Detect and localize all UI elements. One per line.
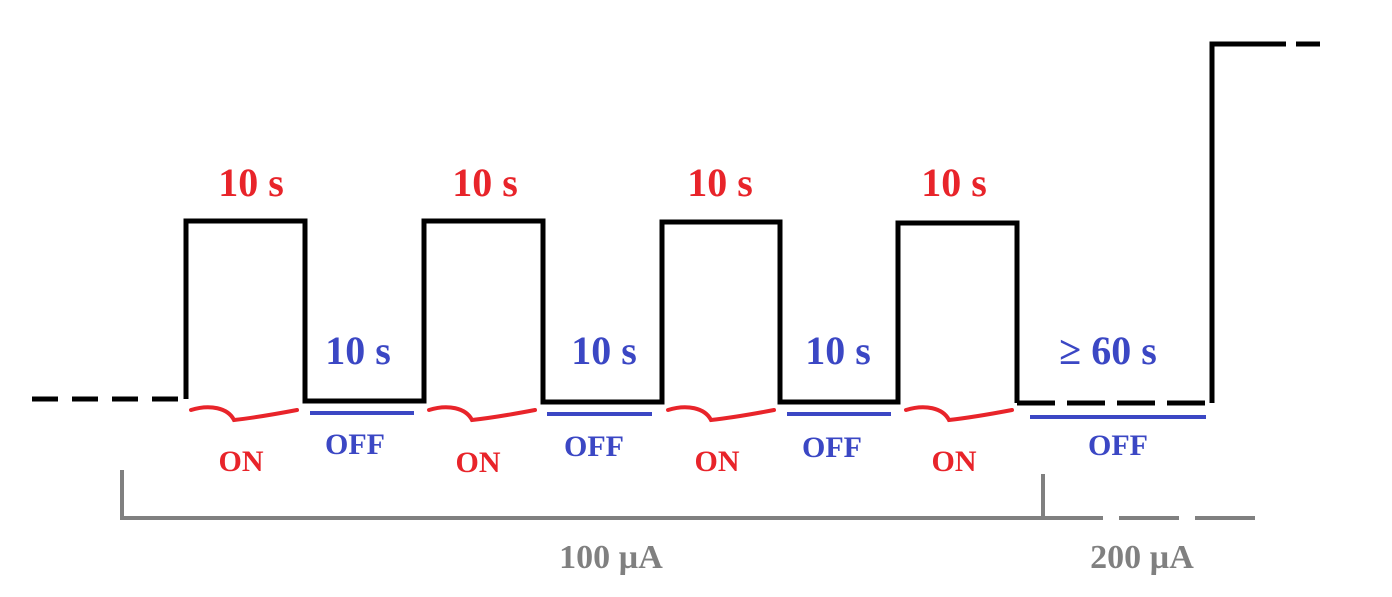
on-markers	[189, 405, 1014, 423]
on-state-label: ON	[695, 445, 740, 478]
off-duration-label: ≥ 60 s	[1059, 328, 1157, 373]
off-state-label: OFF	[325, 428, 385, 461]
current-level-label: 100 µA	[559, 539, 663, 576]
on-duration-labels: 10 s 10 s 10 s 10 s	[218, 160, 987, 205]
off-markers	[310, 411, 1206, 419]
on-state-label: ON	[219, 445, 264, 478]
current-brackets	[120, 470, 1268, 520]
off-state-label: OFF	[1088, 429, 1148, 462]
current-labels: 100 µA 200 µA	[559, 539, 1194, 576]
bracket-100ua	[120, 470, 1045, 520]
on-marker	[666, 405, 776, 423]
waveform	[32, 41, 1320, 406]
on-marker	[904, 405, 1014, 423]
off-state-label: OFF	[564, 430, 624, 463]
off-duration-label: 10 s	[571, 328, 637, 373]
on-duration-label: 10 s	[687, 160, 753, 205]
on-duration-label: 10 s	[921, 160, 987, 205]
on-state-label: ON	[456, 446, 501, 479]
off-duration-label: 10 s	[325, 328, 391, 373]
on-state-labels: ON ON ON ON	[219, 445, 977, 479]
off-duration-label: 10 s	[805, 328, 871, 373]
on-duration-label: 10 s	[452, 160, 518, 205]
off-state-label: OFF	[802, 431, 862, 464]
on-duration-label: 10 s	[218, 160, 284, 205]
waveform-step-up	[1209, 41, 1262, 403]
on-marker	[189, 405, 299, 423]
on-marker	[427, 405, 537, 423]
waveform-pulses	[183, 218, 1020, 405]
off-state-labels: OFF OFF OFF OFF	[325, 428, 1148, 464]
off-duration-labels: 10 s 10 s 10 s ≥ 60 s	[325, 328, 1157, 373]
on-state-label: ON	[932, 445, 977, 478]
current-level-label: 200 µA	[1090, 539, 1194, 576]
